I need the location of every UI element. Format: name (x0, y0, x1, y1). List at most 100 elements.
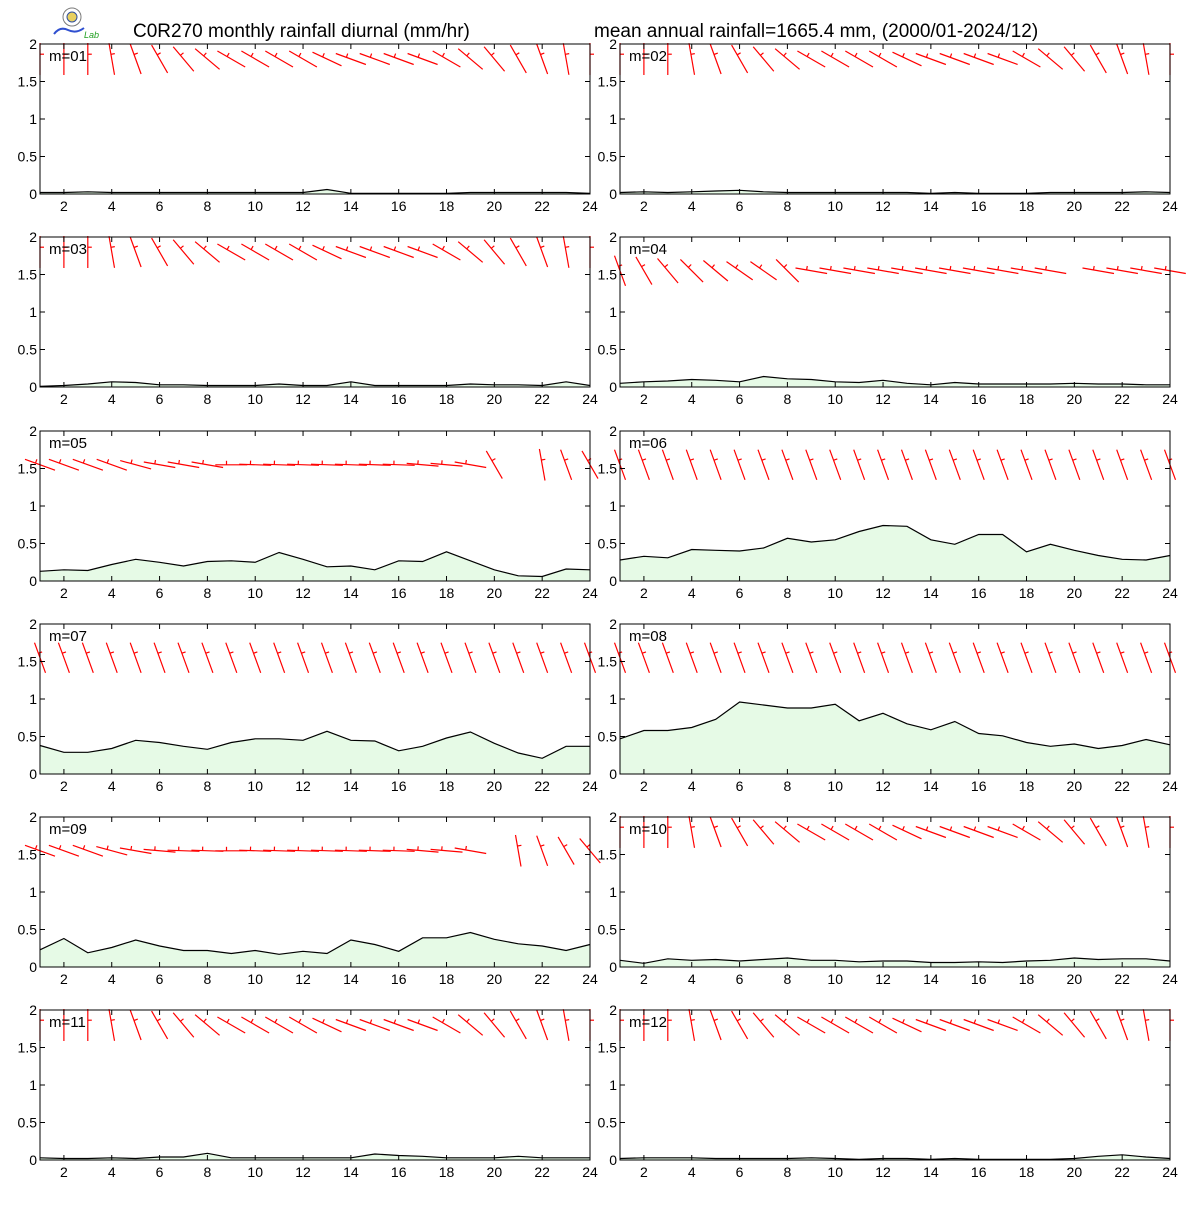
wind-barb (925, 450, 936, 480)
y-tick-label: 2 (29, 36, 37, 52)
x-tick-label: 14 (923, 198, 939, 214)
y-tick-label: 0.5 (598, 729, 618, 745)
x-tick-label: 2 (60, 585, 68, 601)
wind-barb (241, 244, 269, 260)
wind-barb (82, 643, 93, 673)
x-tick-label: 14 (923, 971, 939, 987)
wind-barb-flag (299, 53, 301, 57)
wind-barb-flag (541, 845, 545, 846)
wind-barb-shaft (1069, 643, 1080, 673)
y-tick-label: 2 (29, 423, 37, 439)
wind-barb-shaft (732, 45, 748, 73)
x-tick-label: 18 (439, 585, 455, 601)
wind-barb (154, 643, 165, 673)
wind-barb-flag (517, 652, 521, 653)
y-tick-label: 2 (609, 616, 617, 632)
wind-barb-shaft (854, 643, 865, 673)
wind-barb (668, 43, 672, 75)
wind-barb-shaft (964, 827, 994, 838)
wind-barb (441, 643, 452, 673)
wind-barb-shaft (1038, 822, 1063, 843)
wind-barb (925, 643, 936, 673)
wind-barb (561, 450, 572, 480)
x-tick-label: 12 (875, 971, 891, 987)
wind-barb-shaft (417, 643, 428, 673)
y-tick-label: 1 (609, 111, 617, 127)
wind-barb-shaft (845, 824, 873, 840)
wind-barb-shaft (753, 47, 774, 72)
wind-barb-shaft (1038, 1015, 1063, 1036)
wind-barb-shaft (1090, 45, 1106, 73)
x-tick-label: 22 (1114, 198, 1130, 214)
wind-barb-shaft (658, 259, 679, 284)
x-tick-label: 14 (923, 391, 939, 407)
wind-barb-flag (588, 459, 592, 461)
wind-barb (1143, 43, 1149, 75)
wind-barb-flag (737, 826, 740, 828)
wind-barb (902, 643, 913, 673)
x-tick-label: 12 (295, 1164, 311, 1180)
wind-barb (821, 824, 849, 840)
x-tick-label: 24 (582, 198, 598, 214)
wind-barb-shaft (537, 643, 548, 673)
wind-barb-shaft (393, 643, 404, 673)
wind-barb-shaft (484, 240, 505, 265)
x-tick-label: 24 (582, 391, 598, 407)
month-label: m=05 (49, 435, 87, 452)
wind-barb (854, 450, 865, 480)
wind-barb (668, 816, 672, 848)
wind-barb-flag (831, 53, 833, 57)
x-tick-label: 18 (439, 391, 455, 407)
x-tick-label: 12 (875, 391, 891, 407)
wind-barb-shaft (821, 1017, 849, 1033)
x-tick-label: 20 (1067, 585, 1083, 601)
wind-barb-shaft (1064, 47, 1085, 72)
wind-barb-shaft (154, 643, 165, 673)
month-label: m=01 (49, 48, 87, 65)
wind-barb-flag (926, 827, 927, 831)
wind-barb-shaft (489, 643, 500, 673)
wind-barb-flag (998, 1020, 999, 1024)
wind-barb (336, 247, 366, 258)
x-tick-label: 22 (1114, 585, 1130, 601)
x-tick-label: 24 (582, 778, 598, 794)
x-tick-label: 6 (156, 1164, 164, 1180)
wind-barb (732, 45, 748, 73)
wind-barb (458, 49, 483, 70)
x-tick-label: 16 (971, 1164, 987, 1180)
wind-barb-flag (1165, 266, 1166, 270)
x-tick-label: 24 (1162, 971, 1178, 987)
wind-barb-shaft (1143, 816, 1149, 848)
wind-barb (869, 824, 897, 840)
wind-barb (782, 450, 793, 480)
wind-barb-flag (998, 827, 999, 831)
wind-barb-shaft (73, 459, 103, 470)
wind-barb (732, 1011, 748, 1039)
wind-barb-shaft (973, 450, 984, 480)
wind-barb-flag (1047, 1019, 1050, 1022)
x-tick-label: 16 (971, 971, 987, 987)
wind-barb-shaft (940, 827, 970, 838)
wind-barb (902, 450, 913, 480)
wind-barb-flag (760, 265, 762, 268)
wind-barb (537, 836, 548, 866)
wind-barb-flag (714, 1019, 718, 1020)
wind-barb (830, 450, 841, 480)
x-tick-label: 4 (108, 198, 116, 214)
wind-barb-shaft (369, 643, 380, 673)
month-label: m=02 (629, 48, 667, 65)
x-tick-label: 18 (1019, 198, 1035, 214)
wind-barb-flag (858, 652, 862, 653)
x-tick-label: 6 (736, 778, 744, 794)
wind-barb-flag (180, 1019, 183, 1022)
wind-barb (988, 54, 1018, 65)
wind-barb-shaft (638, 643, 649, 673)
wind-barb (298, 643, 309, 673)
wind-barb-shaft (558, 837, 574, 865)
wind-barb (173, 240, 194, 265)
wind-barb-shaft (902, 450, 913, 480)
y-tick-label: 0 (29, 1152, 37, 1168)
wind-barb (869, 1017, 897, 1033)
